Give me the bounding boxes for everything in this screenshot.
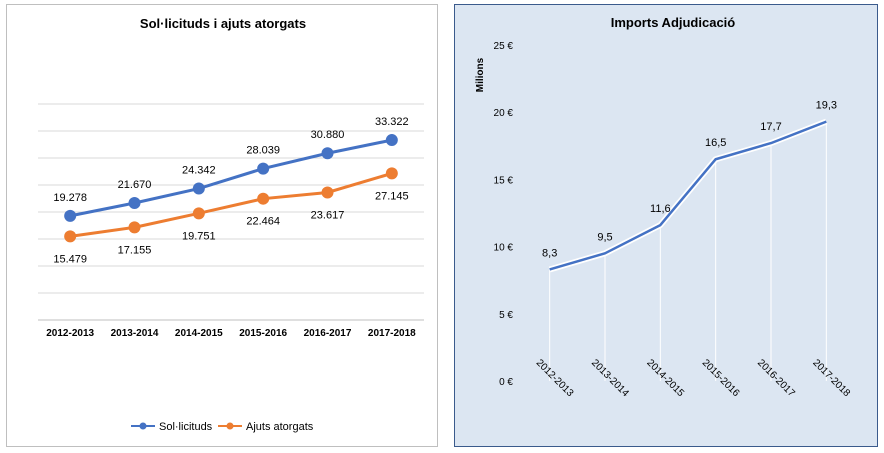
data-point [385, 167, 398, 180]
legend-marker [226, 422, 234, 430]
x-tick-label: 2016-2017 [304, 328, 352, 339]
x-tick-label: 2014-2015 [644, 358, 686, 400]
data-point [128, 196, 141, 209]
series-line-1 [69, 171, 393, 238]
x-tick-label: 2015-2016 [239, 328, 287, 339]
data-label: 17.155 [118, 244, 152, 256]
data-label: 22.464 [246, 216, 280, 228]
data-label: 30.880 [311, 129, 345, 141]
x-tick-label: 2012-2013 [534, 358, 576, 400]
y-tick-label: 15 € [494, 175, 514, 186]
data-point [321, 147, 334, 160]
data-point [257, 162, 270, 175]
amounts-chart: Imports Adjudicació Milions 0 € 5 € 10 € 15 €… [475, 15, 852, 400]
y-tick-label: 20 € [494, 108, 514, 119]
data-label: 19.278 [53, 192, 87, 204]
data-point [192, 207, 205, 220]
data-point [64, 230, 77, 243]
y-tick-label: 25 € [494, 41, 514, 52]
legend-label: Sol·licituds [159, 421, 213, 433]
data-label: 27.145 [375, 190, 409, 202]
data-point [257, 192, 270, 205]
data-point [385, 134, 398, 147]
amounts-chart-panel: Imports Adjudicació Milions 0 € 5 € 10 € 15 €… [454, 4, 878, 447]
data-label: 9,5 [597, 231, 612, 243]
data-label: 8,3 [542, 247, 557, 259]
y-tick-label: 0 € [499, 377, 513, 388]
data-label: 28.039 [246, 145, 280, 157]
requests-chart: Sol·licituds i ajuts atorgats 2012-2013 20… [38, 16, 424, 433]
data-label: 33.322 [375, 116, 409, 128]
x-tick-label: 2016-2017 [755, 358, 797, 400]
data-label: 15.479 [53, 253, 87, 265]
x-tick-label: 2014-2015 [175, 328, 223, 339]
data-point [64, 209, 77, 222]
x-tick-label: 2017-2018 [810, 358, 852, 400]
chart-title: Imports Adjudicació [611, 15, 736, 30]
x-tick-label: 2012-2013 [46, 328, 94, 339]
data-label: 23.617 [311, 209, 345, 221]
legend-marker [139, 422, 147, 430]
y-axis-title: Milions [475, 57, 486, 92]
data-point [192, 182, 205, 195]
data-label: 11,6 [650, 203, 671, 215]
requests-chart-panel: Sol·licituds i ajuts atorgats 2012-2013 20… [6, 4, 438, 447]
chart-title: Sol·licituds i ajuts atorgats [140, 16, 306, 31]
data-point [321, 186, 334, 199]
data-label: 19.751 [182, 230, 216, 242]
y-tick-label: 5 € [499, 310, 513, 321]
data-label: 17,7 [760, 121, 781, 133]
data-label: 19,3 [816, 100, 837, 112]
x-tick-label: 2013-2014 [111, 328, 159, 339]
data-label: 21.670 [118, 179, 152, 191]
series-line-glow [548, 118, 828, 273]
x-tick-label: 2013-2014 [589, 358, 631, 400]
x-tick-label: 2015-2016 [700, 358, 742, 400]
x-tick-label: 2017-2018 [368, 328, 416, 339]
legend-label: Ajuts atorgats [246, 421, 314, 433]
series-line-0 [69, 138, 393, 218]
data-point [128, 221, 141, 234]
data-label: 24.342 [182, 165, 216, 177]
data-label: 16,5 [705, 137, 726, 149]
series-line [549, 120, 827, 271]
y-tick-label: 10 € [494, 243, 514, 254]
